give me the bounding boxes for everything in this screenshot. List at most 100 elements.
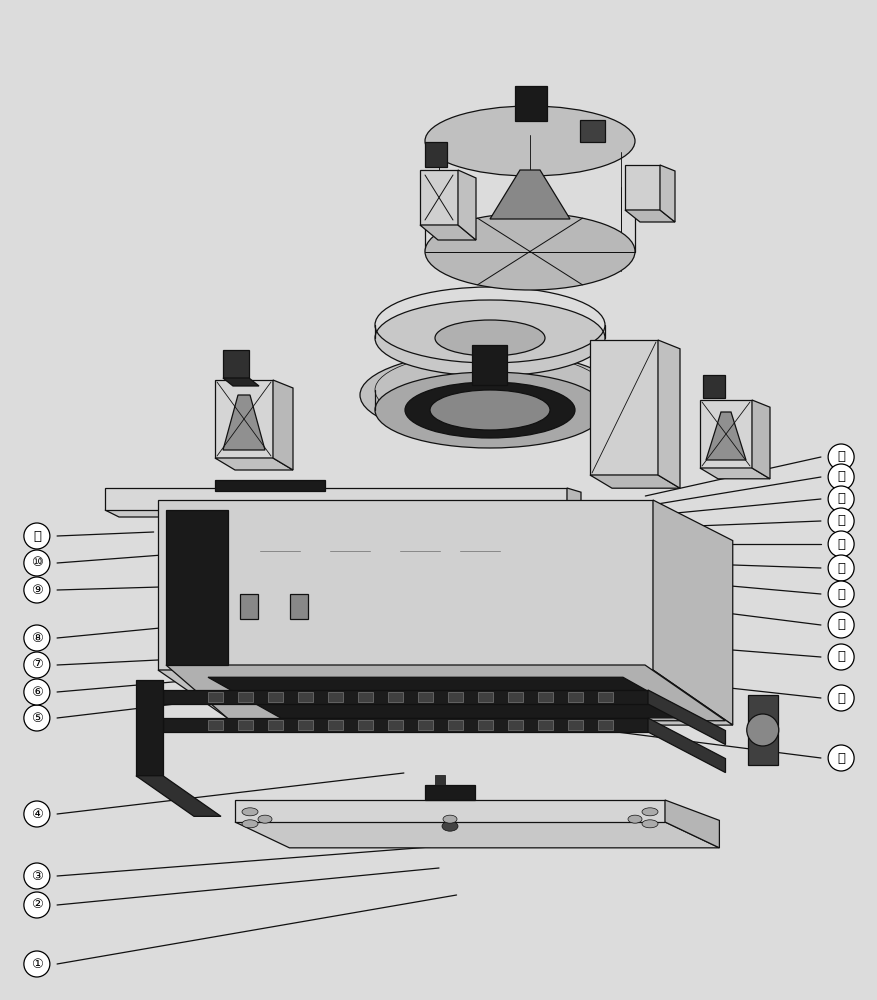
- Polygon shape: [163, 718, 647, 732]
- Circle shape: [827, 464, 853, 490]
- Polygon shape: [647, 690, 724, 745]
- Ellipse shape: [242, 820, 258, 828]
- Polygon shape: [747, 695, 777, 765]
- Polygon shape: [158, 670, 732, 725]
- Ellipse shape: [434, 320, 545, 356]
- Polygon shape: [434, 775, 445, 785]
- Circle shape: [24, 951, 50, 977]
- Polygon shape: [508, 720, 523, 730]
- Polygon shape: [208, 692, 223, 702]
- Polygon shape: [702, 375, 724, 398]
- Polygon shape: [447, 692, 462, 702]
- Text: ⑯: ⑯: [836, 538, 845, 550]
- Circle shape: [827, 685, 853, 711]
- Circle shape: [827, 508, 853, 534]
- Text: ⑨: ⑨: [31, 584, 43, 596]
- Ellipse shape: [374, 372, 604, 448]
- Polygon shape: [508, 692, 523, 702]
- Polygon shape: [664, 800, 718, 848]
- Polygon shape: [477, 720, 493, 730]
- Polygon shape: [208, 677, 695, 718]
- Polygon shape: [358, 720, 373, 730]
- Polygon shape: [267, 720, 282, 730]
- Polygon shape: [447, 720, 462, 730]
- Polygon shape: [589, 340, 657, 475]
- Text: ②: ②: [31, 898, 43, 912]
- Polygon shape: [235, 822, 718, 848]
- Circle shape: [827, 486, 853, 512]
- Text: ⑦: ⑦: [31, 658, 43, 672]
- Polygon shape: [567, 488, 581, 517]
- Circle shape: [827, 745, 853, 771]
- Polygon shape: [567, 692, 582, 702]
- Ellipse shape: [258, 815, 272, 823]
- Polygon shape: [458, 170, 475, 240]
- Circle shape: [24, 625, 50, 651]
- Polygon shape: [208, 720, 223, 730]
- Polygon shape: [267, 692, 282, 702]
- Polygon shape: [223, 378, 259, 386]
- Polygon shape: [417, 692, 432, 702]
- Circle shape: [827, 581, 853, 607]
- Text: ㉑: ㉑: [836, 692, 845, 704]
- Polygon shape: [273, 380, 293, 470]
- Polygon shape: [624, 165, 660, 210]
- Polygon shape: [489, 170, 569, 219]
- Circle shape: [24, 550, 50, 576]
- Circle shape: [24, 523, 50, 549]
- Polygon shape: [328, 720, 343, 730]
- Polygon shape: [417, 720, 432, 730]
- Polygon shape: [477, 692, 493, 702]
- Ellipse shape: [641, 820, 657, 828]
- Polygon shape: [589, 475, 679, 488]
- Polygon shape: [515, 86, 546, 121]
- Circle shape: [827, 555, 853, 581]
- Text: ④: ④: [31, 808, 43, 820]
- Text: ⑫: ⑫: [836, 450, 845, 464]
- Polygon shape: [538, 692, 553, 702]
- Polygon shape: [235, 800, 664, 822]
- Text: ⑬: ⑬: [836, 471, 845, 484]
- Polygon shape: [215, 458, 293, 470]
- Text: ⑤: ⑤: [31, 712, 43, 724]
- Circle shape: [24, 863, 50, 889]
- Polygon shape: [424, 142, 446, 167]
- Polygon shape: [223, 395, 265, 450]
- Polygon shape: [328, 692, 343, 702]
- Ellipse shape: [404, 382, 574, 438]
- Ellipse shape: [746, 714, 778, 746]
- Circle shape: [24, 577, 50, 603]
- Polygon shape: [567, 720, 582, 730]
- Polygon shape: [657, 340, 679, 488]
- Text: ⑥: ⑥: [31, 686, 43, 698]
- Text: ①: ①: [31, 958, 43, 970]
- Polygon shape: [166, 665, 724, 721]
- Polygon shape: [136, 776, 221, 816]
- Polygon shape: [660, 165, 674, 222]
- Polygon shape: [238, 692, 253, 702]
- Polygon shape: [358, 692, 373, 702]
- Ellipse shape: [424, 106, 634, 176]
- Polygon shape: [419, 170, 458, 225]
- Polygon shape: [419, 225, 475, 240]
- Text: ㉒: ㉒: [836, 752, 845, 764]
- Polygon shape: [158, 500, 652, 670]
- Ellipse shape: [627, 815, 641, 823]
- Polygon shape: [239, 593, 258, 619]
- Polygon shape: [624, 210, 674, 222]
- Polygon shape: [597, 720, 612, 730]
- Polygon shape: [580, 120, 604, 142]
- Text: ⑲: ⑲: [836, 618, 845, 632]
- Circle shape: [24, 705, 50, 731]
- Polygon shape: [472, 345, 506, 385]
- Polygon shape: [699, 468, 769, 479]
- Text: ③: ③: [31, 869, 43, 882]
- Circle shape: [827, 444, 853, 470]
- Text: ⑮: ⑮: [836, 514, 845, 528]
- Polygon shape: [297, 692, 312, 702]
- Polygon shape: [105, 510, 581, 517]
- Polygon shape: [297, 720, 312, 730]
- Text: ⑱: ⑱: [836, 587, 845, 600]
- Circle shape: [827, 531, 853, 557]
- Polygon shape: [538, 720, 553, 730]
